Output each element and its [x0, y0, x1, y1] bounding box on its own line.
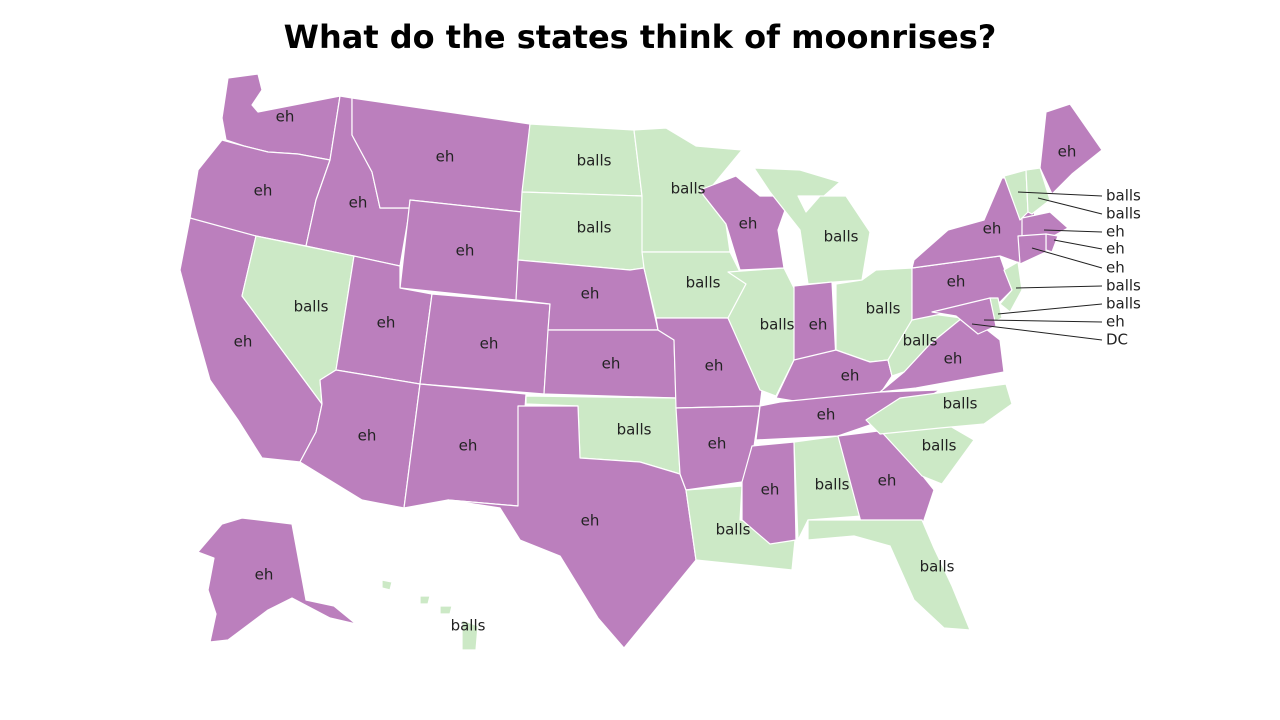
leader-line-nh — [1038, 198, 1102, 214]
state-label-wa: eh — [276, 108, 295, 126]
callout-label-dc: DC — [1106, 331, 1128, 349]
state-label-wy: eh — [456, 242, 475, 260]
state-label-tx: eh — [581, 512, 600, 530]
leader-line-ct — [1032, 248, 1102, 268]
state-label-ar: eh — [708, 435, 727, 453]
state-label-ut: eh — [377, 314, 396, 332]
state-label-ne: eh — [581, 285, 600, 303]
callout-label-nh: balls — [1106, 205, 1141, 223]
state-hi — [382, 580, 478, 650]
state-label-mn: balls — [671, 180, 706, 198]
state-label-ms: eh — [761, 481, 780, 499]
state-label-mo: eh — [705, 357, 724, 375]
state-label-fl: balls — [920, 558, 955, 576]
callout-label-md: eh — [1106, 313, 1125, 331]
state-label-pa: eh — [947, 273, 966, 291]
state-label-la: balls — [716, 521, 751, 539]
state-ct — [1018, 234, 1046, 264]
state-label-oh: balls — [866, 300, 901, 318]
state-label-ks: eh — [602, 355, 621, 373]
state-label-nv: balls — [294, 298, 329, 316]
state-label-ok: balls — [617, 421, 652, 439]
state-ak — [198, 518, 356, 642]
state-label-az: eh — [358, 427, 377, 445]
state-label-ak: eh — [255, 566, 274, 584]
state-label-id: eh — [349, 194, 368, 212]
state-label-ga: eh — [878, 472, 897, 490]
state-label-il: balls — [760, 316, 795, 334]
state-label-or: eh — [254, 182, 273, 200]
state-ri — [1046, 234, 1058, 252]
state-label-hi: balls — [451, 617, 486, 635]
states-layer — [180, 74, 1102, 650]
state-label-nd: balls — [577, 152, 612, 170]
state-label-tn: eh — [817, 406, 836, 424]
state-label-me: eh — [1058, 143, 1077, 161]
state-label-nc: balls — [943, 395, 978, 413]
state-label-ia: balls — [686, 274, 721, 292]
state-label-sd: balls — [577, 219, 612, 237]
state-label-mi: balls — [824, 228, 859, 246]
callout-label-ma: eh — [1106, 223, 1125, 241]
state-label-nm: eh — [459, 437, 478, 455]
state-label-ky: eh — [841, 367, 860, 385]
callout-label-ct: eh — [1106, 259, 1125, 277]
callout-label-ri: eh — [1106, 240, 1125, 258]
callout-label-nj: balls — [1106, 277, 1141, 295]
leader-line-ri — [1054, 240, 1102, 249]
leader-line-md — [984, 320, 1102, 322]
state-label-ca: eh — [234, 333, 253, 351]
state-label-wi: eh — [739, 215, 758, 233]
callout-label-de: balls — [1106, 295, 1141, 313]
state-label-ny: eh — [983, 220, 1002, 238]
state-label-sc: balls — [922, 437, 957, 455]
leader-line-nj — [1016, 286, 1102, 288]
callout-label-vt: balls — [1106, 187, 1141, 205]
state-label-va: eh — [944, 350, 963, 368]
state-label-al: balls — [815, 476, 850, 494]
state-label-wv: balls — [903, 332, 938, 350]
state-label-in: eh — [809, 316, 828, 334]
state-label-co: eh — [480, 335, 499, 353]
state-label-mt: eh — [436, 148, 455, 166]
